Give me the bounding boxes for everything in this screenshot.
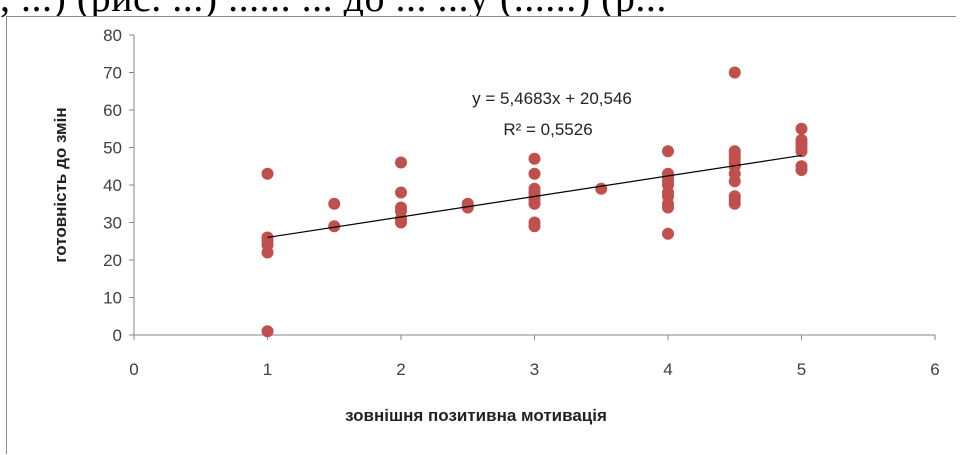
data-point (728, 66, 741, 79)
y-tick-label: 30 (103, 214, 122, 233)
data-point (595, 182, 608, 195)
data-point (261, 167, 274, 180)
y-tick-label: 10 (103, 289, 122, 308)
y-tick-label: 20 (103, 251, 122, 270)
data-point (328, 197, 341, 210)
x-tick-label: 2 (396, 360, 405, 379)
data-point (328, 220, 341, 233)
r-squared-label: R² = 0,5526 (503, 120, 592, 139)
data-points (261, 66, 808, 338)
data-point (528, 152, 541, 165)
data-point (795, 145, 808, 158)
data-point (261, 246, 274, 259)
data-point (528, 197, 541, 210)
y-tick-label: 0 (113, 326, 122, 345)
data-point (395, 216, 407, 229)
tick-labels: 0 10 20 30 40 50 60 70 80 0 1 2 3 4 5 6 (103, 26, 940, 379)
y-tick-label: 40 (103, 176, 122, 195)
data-point (395, 156, 407, 169)
data-point (528, 167, 541, 180)
y-tick-label: 70 (103, 64, 122, 83)
data-point (662, 145, 674, 158)
y-tick-label: 80 (103, 26, 122, 45)
cropped-heading-text: , ...) (рис. ...) ...... ... до ... ...у… (0, 0, 961, 21)
x-axis-title: зовнішня позитивна мотивація (345, 406, 607, 425)
x-tick-label: 6 (930, 360, 939, 379)
data-point (261, 325, 274, 338)
x-tick-label: 1 (263, 360, 272, 379)
data-point (662, 227, 674, 240)
data-point (662, 201, 674, 214)
trendline (267, 154, 802, 239)
y-axis-title: готовність до змін (51, 107, 70, 262)
data-point (795, 164, 808, 176)
data-point (395, 186, 407, 199)
data-point (728, 197, 741, 210)
y-tick-label: 60 (103, 101, 122, 120)
x-tick-label: 5 (797, 360, 806, 379)
x-tick-label: 4 (663, 360, 672, 379)
data-point (795, 122, 808, 135)
y-tick-label: 50 (103, 139, 122, 158)
data-point (728, 175, 741, 188)
x-tick-label: 0 (129, 360, 138, 379)
data-point (528, 220, 541, 233)
x-tick-label: 3 (530, 360, 539, 379)
chart-frame (6, 16, 956, 454)
trendline-equation: y = 5,4683x + 20,546 (472, 89, 632, 108)
data-point (461, 201, 474, 214)
